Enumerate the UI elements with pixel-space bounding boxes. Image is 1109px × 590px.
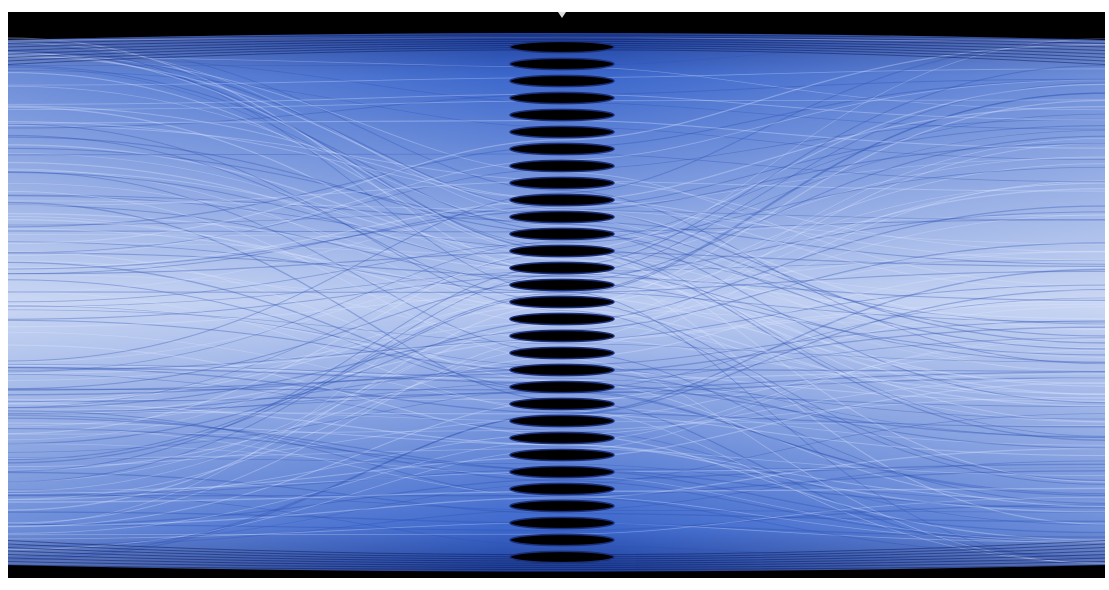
- trace-line: [8, 142, 1105, 270]
- eye-opening: [509, 465, 615, 479]
- edge-band: [8, 34, 1105, 41]
- trace-line: [8, 113, 1105, 373]
- trigger-marker: [558, 12, 566, 18]
- eye-opening: [509, 516, 615, 530]
- trace-line: [8, 92, 1105, 464]
- eye-opening: [509, 363, 615, 377]
- edge-band: [8, 38, 1105, 48]
- eye-opening: [509, 312, 615, 326]
- eye-opening: [509, 380, 615, 394]
- eye-opening: [509, 193, 615, 207]
- eye-opening: [509, 142, 615, 156]
- eye-opening: [509, 499, 615, 513]
- eye-openings: [509, 40, 615, 564]
- eye-opening: [509, 329, 615, 343]
- eye-opening: [509, 448, 615, 462]
- trace-line: [8, 166, 1105, 303]
- eye-opening: [509, 482, 615, 496]
- trace-line: [8, 40, 1105, 362]
- trace-line: [8, 252, 1105, 301]
- edge-band: [8, 564, 1105, 570]
- trace-line: [8, 38, 1105, 365]
- trace-line: [8, 373, 1105, 526]
- trace-line: [8, 364, 1105, 420]
- trace-line: [8, 504, 1105, 532]
- eye-opening: [509, 346, 615, 360]
- trace-line: [8, 250, 1105, 328]
- trace-line: [8, 289, 1105, 558]
- trace-line: [8, 447, 1105, 527]
- eye-opening: [509, 40, 615, 54]
- trace-line: [8, 211, 1105, 320]
- trace-line: [8, 218, 1105, 407]
- trace-line: [8, 214, 1105, 427]
- edge-band: [8, 36, 1105, 44]
- trace-line: [8, 403, 1105, 513]
- trace-line: [8, 366, 1105, 428]
- eye-opening: [509, 176, 615, 190]
- eye-opening: [509, 74, 615, 88]
- trace-line: [8, 463, 1105, 526]
- trace-line: [8, 85, 1105, 374]
- trace-line: [8, 92, 1105, 461]
- trace-line: [8, 309, 1105, 363]
- trace-line: [8, 471, 1105, 523]
- trace-line: [8, 210, 1105, 226]
- eye-opening: [509, 295, 615, 309]
- eye-opening: [509, 244, 615, 258]
- eye-opening: [509, 57, 615, 71]
- eye-opening: [509, 431, 615, 445]
- trace-line: [8, 364, 1105, 382]
- trace-line: [8, 457, 1105, 502]
- eye-opening: [509, 227, 615, 241]
- edge-band: [8, 561, 1105, 568]
- eye-opening: [509, 414, 615, 428]
- trace-line: [8, 55, 1105, 330]
- trace-line: [8, 470, 1105, 497]
- trace-line: [8, 448, 1105, 476]
- trace-line: [8, 241, 1105, 323]
- trace-line: [8, 200, 1105, 245]
- trace-line: [8, 270, 1105, 294]
- eye-opening: [509, 261, 615, 275]
- trace-line: [8, 123, 1105, 485]
- eye-opening: [509, 533, 615, 547]
- trace-line: [8, 268, 1105, 561]
- eye-opening: [509, 278, 615, 292]
- eye-opening: [509, 125, 615, 139]
- trace-line: [8, 49, 1105, 344]
- trace-line: [8, 147, 1105, 337]
- trace-line: [8, 422, 1105, 503]
- trace-line: [8, 414, 1105, 543]
- trace-line: [8, 168, 1105, 423]
- trace-line: [8, 397, 1105, 435]
- eye-opening: [509, 108, 615, 122]
- trace-area: [8, 33, 1105, 572]
- trace-line: [8, 43, 1105, 563]
- trace-line: [8, 43, 1105, 245]
- trace-line: [8, 144, 1105, 396]
- eye-opening: [509, 91, 615, 105]
- trace-line: [8, 183, 1105, 441]
- edge-band: [8, 557, 1105, 566]
- trace-line: [8, 157, 1105, 293]
- eye-opening: [509, 550, 615, 564]
- eye-opening: [509, 397, 615, 411]
- trace-line: [8, 411, 1105, 457]
- eye-opening: [509, 159, 615, 173]
- eye-opening: [509, 210, 615, 224]
- trace-line: [8, 82, 1105, 483]
- trace-line: [8, 410, 1105, 557]
- trace-line: [8, 427, 1105, 543]
